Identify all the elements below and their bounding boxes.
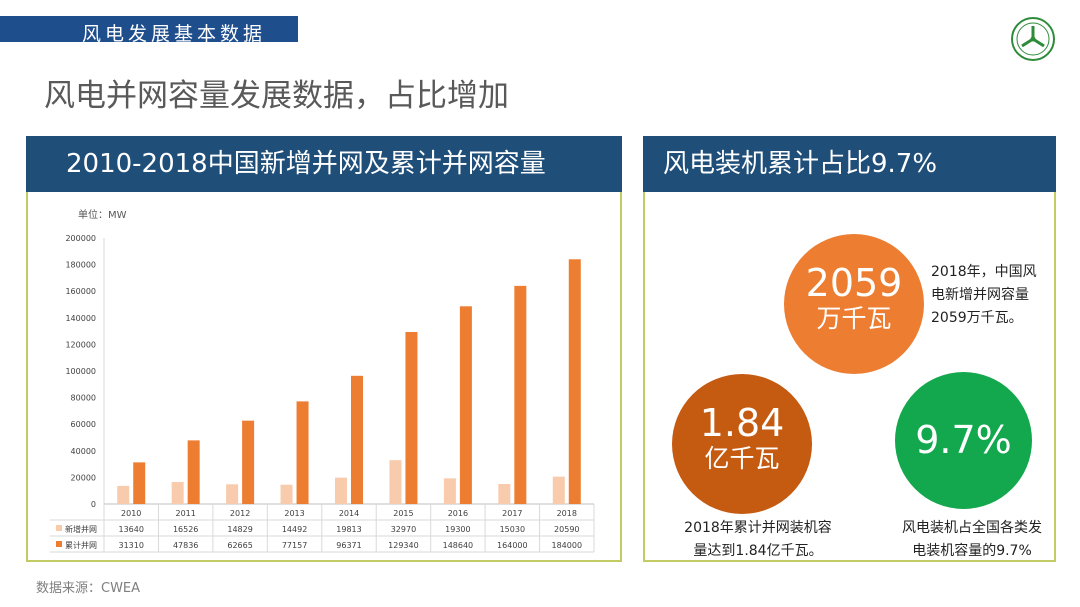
bar-new-2017 [498,484,511,504]
x-tick-label: 2016 [448,509,468,518]
legend-swatch-new [56,525,62,531]
bar-new-2010 [117,485,130,504]
table-value-new: 13640 [118,525,143,534]
bar-new-2011 [171,482,184,504]
share-value: 9.7% [915,418,1012,462]
bar-cumulative-2017 [514,285,527,504]
share-circle: 9.7% [895,372,1032,509]
section-banner: 风电发展基本数据 [0,16,298,45]
cwea-logo-icon [1011,17,1055,61]
chart-panel-title: 2010-2018中国新增并网及累计并网容量 [26,136,622,192]
section-banner-title: 风电发展基本数据 [82,23,267,45]
bar-new-2014 [335,477,347,504]
table-value-cumulative: 47836 [173,541,198,550]
bar-new-2018 [552,476,565,504]
y-tick-label: 60000 [71,420,96,429]
table-value-new: 32970 [391,525,416,534]
new-capacity-note: 2018年，中国风电新增并网容量2059万千瓦。 [931,264,1037,326]
chart-panel: 2010-2018中国新增并网及累计并网容量 单位：MW 0 20000 40000 6… [26,136,622,562]
bar-cumulative-2014 [351,375,363,504]
y-tick-label: 100000 [65,367,96,376]
grid-capacity-chart: 单位：MW 0 20000 40000 60000 80000 100000 120000 14… [50,208,595,553]
table-value-new: 15030 [500,525,525,534]
new-capacity-circle: 2059 万千瓦 [784,234,924,374]
y-tick-label: 160000 [65,287,96,296]
bar-cumulative-2015 [405,331,418,504]
table-value-new: 14492 [282,525,307,534]
bar-new-2013 [280,484,293,504]
y-tick-label: 40000 [71,447,96,456]
table-value-cumulative: 129340 [388,541,419,550]
bar-new-2015 [389,460,402,504]
chart-unit-label: 单位：MW [78,208,127,221]
legend-label-cumulative: 累计并网 [65,540,97,550]
share-panel: 风电装机累计占比9.7% 2059 万千瓦 2018年，中国风电新增并网容量20… [643,136,1056,562]
table-value-new: 16526 [173,525,198,534]
cumulative-capacity-note: 2018年累计并网装机容量达到1.84亿千瓦。 [684,520,832,559]
legend-swatch-cumulative [56,541,62,547]
bar-cumulative-2012 [242,420,255,504]
bar-cumulative-2016 [459,306,472,504]
table-value-new: 19300 [445,525,470,534]
legend-label-new: 新增并网 [65,524,97,534]
y-tick-label: 20000 [71,473,96,482]
table-value-cumulative: 96371 [336,541,361,550]
x-tick-label: 2011 [175,509,195,518]
table-value-new: 19813 [336,525,361,534]
bar-cumulative-2011 [187,440,200,504]
data-source: 数据来源：CWEA [36,581,141,596]
y-tick-label: 180000 [65,261,96,270]
share-panel-title: 风电装机累计占比9.7% [643,136,1056,192]
table-value-cumulative: 62665 [227,541,252,550]
x-tick-label: 2017 [502,509,522,518]
bar-cumulative-2018 [568,259,581,504]
cumulative-capacity-circle: 1.84 亿千瓦 [672,374,812,514]
cumulative-capacity-unit: 亿千瓦 [704,444,780,473]
page-headline: 风电并网容量发展数据，占比增加 [44,78,509,114]
table-value-new: 20590 [554,525,579,534]
y-tick-label: 140000 [65,314,96,323]
table-value-cumulative: 148640 [443,541,474,550]
y-tick-label: 0 [91,500,96,509]
x-tick-label: 2014 [339,509,359,518]
bar-cumulative-2013 [296,401,309,504]
cumulative-capacity-value: 1.84 [699,401,785,445]
new-capacity-value: 2059 [805,261,903,305]
bar-new-2016 [443,478,456,504]
table-value-cumulative: 31310 [118,541,143,550]
share-note: 风电装机占全国各类发电装机容量的9.7% [902,520,1042,559]
x-tick-label: 2013 [284,509,304,518]
table-value-new: 14829 [227,525,252,534]
y-tick-label: 200000 [65,234,96,243]
x-tick-label: 2012 [230,509,250,518]
table-value-cumulative: 164000 [497,541,528,550]
bar-new-2012 [226,484,239,504]
x-tick-label: 2018 [557,509,577,518]
y-tick-label: 120000 [65,340,96,349]
y-tick-label: 80000 [71,394,96,403]
x-tick-label: 2010 [121,509,141,518]
x-tick-label: 2015 [393,509,413,518]
new-capacity-unit: 万千瓦 [816,304,892,333]
bar-cumulative-2010 [133,462,146,504]
table-value-cumulative: 184000 [552,541,583,550]
table-value-cumulative: 77157 [282,541,307,550]
